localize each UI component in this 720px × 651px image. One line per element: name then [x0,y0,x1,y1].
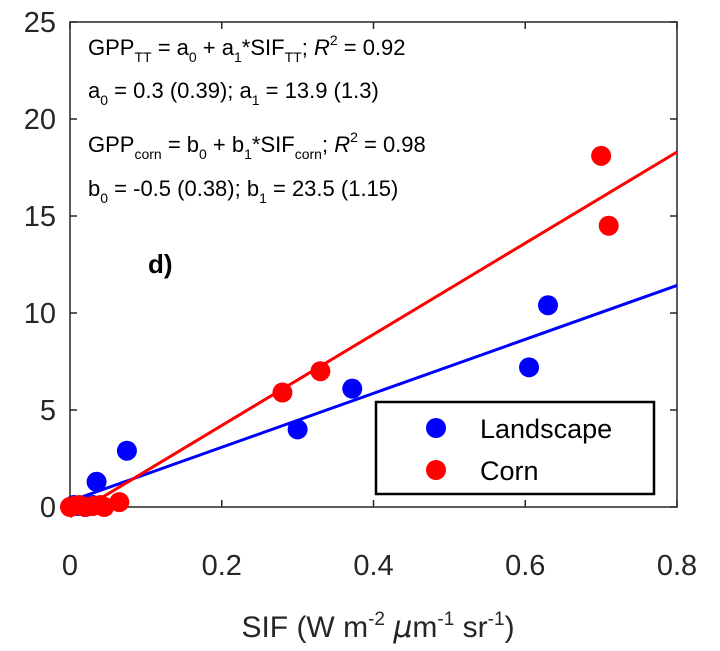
y-tick-label: 15 [24,201,56,233]
equation-line-4: b0 = -0.5 (0.38); b1 = 23.5 (1.15) [88,176,398,206]
x-tick-label: 0.4 [353,550,393,582]
data-points [60,145,619,517]
point-landscape [538,295,559,316]
y-tick-label: 0 [40,492,56,524]
fit-line-landscape [69,284,678,503]
point-landscape [116,440,137,461]
point-corn [598,215,619,236]
legend-label-landscape: Landscape [480,414,612,444]
fit-lines [69,150,678,518]
legend-box [374,400,656,496]
x-axis-label: SIF (W m-2 μm-1 sr-1) [241,609,514,645]
x-tick-label: 0 [62,550,78,582]
point-corn [310,361,331,382]
equation-annotations: GPPTT = a0 + a1*SIFTT; R2 = 0.92 a0 = 0.… [88,32,426,206]
legend-marker-landscape [426,418,446,438]
fit-line-corn [69,150,678,518]
point-corn [272,382,293,403]
equation-line-1: GPPTT = a0 + a1*SIFTT; R2 = 0.92 [88,32,406,65]
x-tick-label: 0.8 [657,550,697,582]
legend: Landscape Corn [374,400,656,496]
equation-line-3: GPPcorn = b0 + b1*SIFcorn; R2 = 0.98 [88,129,426,162]
y-tick-label: 20 [24,104,56,136]
point-landscape [342,378,363,399]
point-corn [109,492,130,513]
point-corn [94,497,115,517]
point-landscape [519,357,540,378]
x-tick-label: 0.2 [202,550,242,582]
point-corn [591,145,612,166]
x-tick-label: 0.6 [505,550,545,582]
equation-line-2: a0 = 0.3 (0.39); a1 = 13.9 (1.3) [88,78,379,108]
point-landscape [287,419,308,440]
y-tick-label: 25 [24,7,56,39]
tick-labels: 0 0.2 0.4 0.6 0.8 0 5 10 15 20 25 [24,7,697,582]
legend-label-corn: Corn [480,456,539,486]
y-tick-label: 5 [40,395,56,427]
point-landscape [86,471,107,492]
panel-label: d) [148,249,173,279]
legend-marker-corn [426,460,446,480]
y-tick-label: 10 [24,298,56,330]
